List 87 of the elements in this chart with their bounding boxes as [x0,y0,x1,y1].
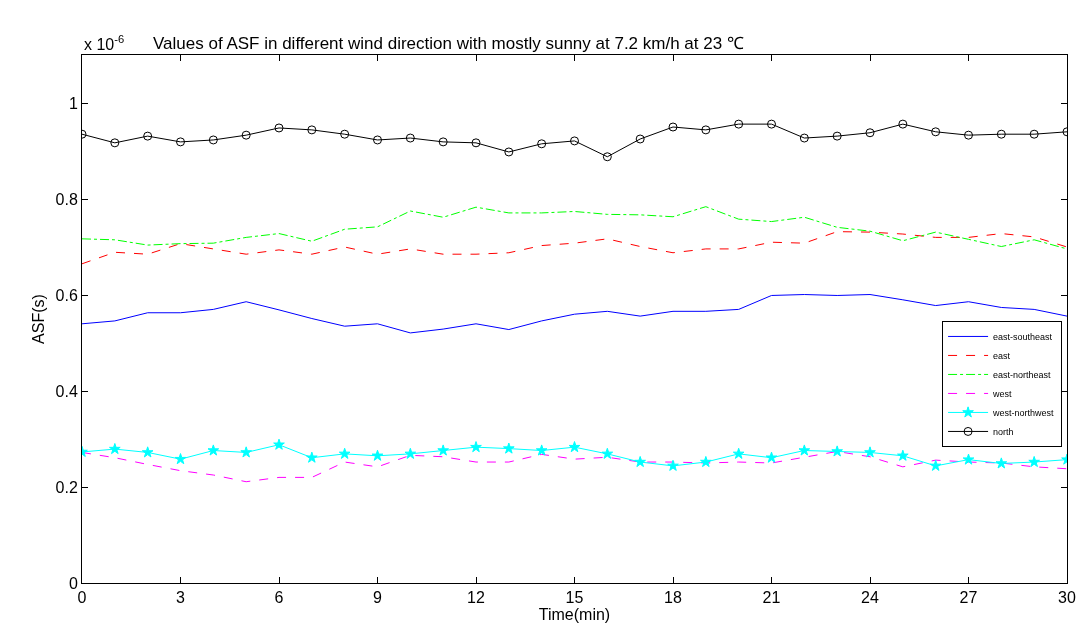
point [141,446,154,458]
point [962,453,975,465]
point [438,137,448,147]
point [602,152,612,162]
point [898,119,908,129]
legend-label: west-northwest [992,407,1055,418]
point [996,129,1006,139]
point [143,131,153,141]
point [537,139,547,149]
point [273,438,285,450]
point [831,445,843,457]
point [504,147,514,157]
point [174,453,187,465]
point [734,119,744,129]
point [373,135,382,145]
point [471,138,481,148]
x-tick-label: 3 [176,589,186,607]
y-tick-label: 0.8 [55,190,78,208]
point [832,131,842,141]
point [470,441,482,453]
x-tick-label: 24 [861,589,879,607]
point [176,137,185,147]
line-series [82,231,1067,265]
y-tick-label: 1 [68,94,78,112]
point [964,130,973,140]
point [241,130,251,140]
point [929,459,942,471]
point [700,455,712,468]
point [274,123,284,133]
point [635,134,645,144]
x-tick-label: 9 [373,589,383,607]
point [667,459,679,471]
text: x 10$^{-6}$ [84,33,125,53]
point [701,125,711,135]
point [732,447,745,459]
y-tick-label: 0.4 [55,382,78,400]
chart-title: Values of ASF in different wind direction with mostly sunny at 7.2 km/h at 23 ℃ [153,34,744,53]
point [208,135,218,145]
point [109,442,121,455]
point [864,446,876,458]
point [503,442,515,454]
point [404,447,417,459]
point [338,447,351,459]
point [897,449,909,461]
point [568,441,581,453]
x-tick-label: 6 [274,589,284,607]
point [340,129,350,139]
point [668,122,678,132]
y-tick-label: 0 [68,574,78,592]
legend-label: east-southeast [993,331,1053,342]
point [634,455,646,468]
y-tick-label: 0.6 [55,286,78,304]
legend-label: west [992,388,1013,399]
point [601,447,614,459]
point [110,138,120,148]
legend-label: east [993,350,1011,361]
x-tick-label: 18 [664,589,682,607]
x-tick-label: 21 [762,589,781,607]
point [307,125,317,135]
point [405,133,415,143]
point [798,444,811,456]
point [570,136,579,146]
point [1028,455,1040,468]
point [765,451,778,463]
legend-label: north [993,426,1014,437]
y-axis-title: ASF(s) [30,294,48,344]
point [437,444,449,456]
line-series [82,206,1067,250]
x-tick-label: 12 [467,589,485,607]
x-tick-label: 15 [565,589,584,607]
point [371,449,384,461]
point [865,128,875,138]
point [995,457,1008,469]
point [931,127,941,137]
x-axis-title: Time(min) [538,606,611,624]
point [1029,129,1039,139]
y-tick-label: 0.2 [55,478,78,496]
point [207,444,220,456]
legend-label: east-northeast [993,369,1052,380]
point [306,451,318,463]
line-series [82,294,1067,334]
x-tick-label: 27 [959,589,978,607]
x-tick-label: 30 [1058,589,1076,607]
point [767,119,776,129]
point [535,444,548,456]
point [240,446,252,458]
point [799,133,809,143]
